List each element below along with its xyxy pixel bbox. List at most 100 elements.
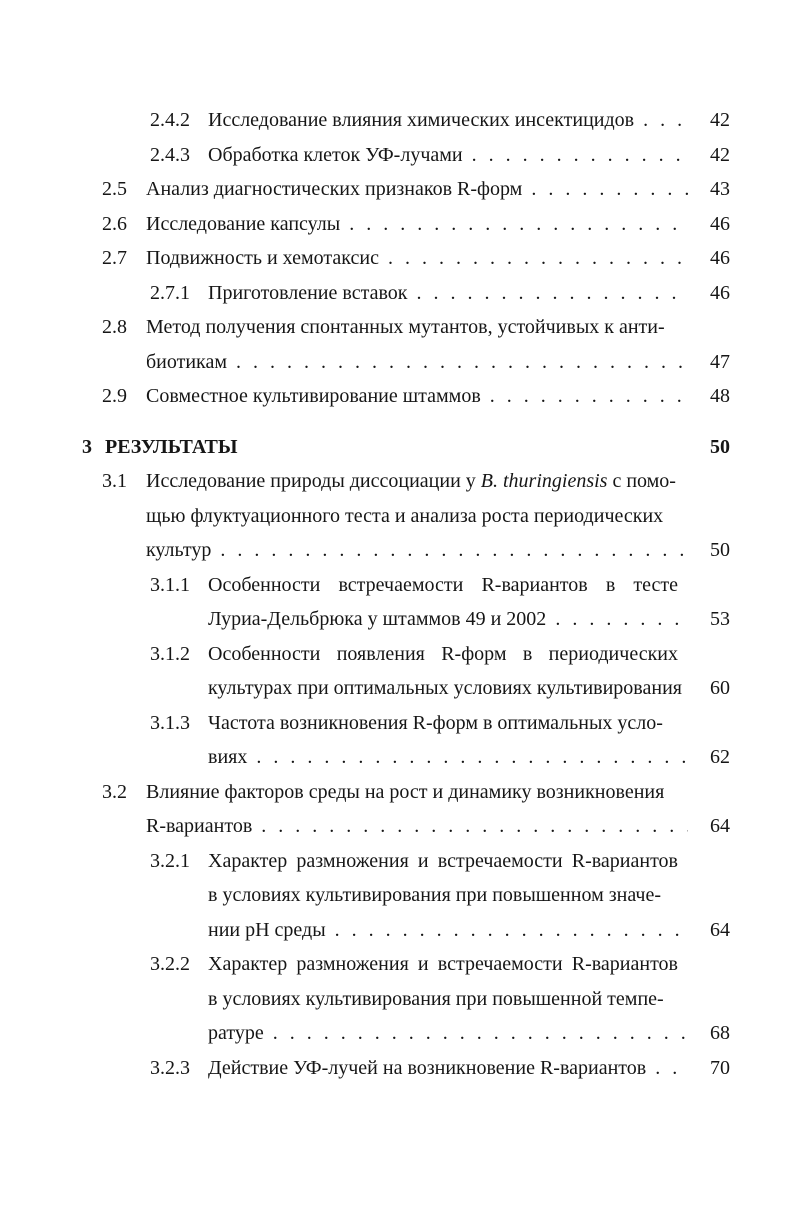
toc-entry-title: нии pH среды: [208, 918, 326, 941]
toc-entry-title: биотикам: [146, 350, 228, 373]
toc-entry-title: щью флуктуационного теста и анализа рост…: [146, 504, 664, 527]
toc-row: 3.2 Влияние факторов среды на рост и дина…: [0, 775, 798, 810]
toc-entry-number: 2.4.2: [150, 109, 190, 131]
toc-row: культурах при оптимальных условиях культ…: [0, 671, 798, 706]
toc-entry-title-part: с помо-: [607, 470, 676, 492]
toc-entry-title: в условиях культивирования при повышенно…: [208, 987, 664, 1010]
toc-page-number: 43: [710, 178, 730, 200]
toc-page-number: 68: [710, 1022, 730, 1044]
toc-entry-title: Анализ диагностических признаков R-форм: [146, 178, 523, 200]
toc-row: 3 РЕЗУЛЬТАТЫ 50: [0, 430, 798, 465]
toc-row: нии pH среды . . . . . . . . . . . . . . …: [0, 913, 798, 948]
toc-entry-number: 2.7: [102, 247, 127, 269]
toc-entry-title: Приготовление вставок: [208, 281, 408, 304]
toc-entry-number: 3.1.3: [150, 711, 190, 734]
toc-page-number: 70: [710, 1056, 730, 1079]
toc-leader-dots: . . . . . . . . . . . . . . . . . . . . …: [256, 746, 688, 768]
toc-leader-dots: . . . . . . . . . . . . . . . . . . . . …: [387, 247, 688, 269]
toc-row: ратуре . . . . . . . . . . . . . . . . . …: [0, 1016, 798, 1051]
toc-leader-dots: . . . . . . . . . . . . . . . . . . . . …: [555, 608, 688, 630]
toc-row: культур . . . . . . . . . . . . . . . . .…: [0, 533, 798, 568]
toc-page-number: 50: [710, 539, 730, 561]
toc-entry-title: культур: [146, 539, 212, 561]
toc-leader-dots: . . . . . . . . . . . . . . . . . . . . …: [655, 1056, 688, 1079]
toc-row: в условиях культивирования при повышенно…: [0, 982, 798, 1017]
toc-entry-title-italic: B. thuringiensis: [480, 470, 608, 492]
toc-leader-dots: . . . . . . . . . . . . . . . . . . . . …: [416, 281, 688, 304]
toc-entry-title: Подвижность и хемотаксис: [146, 247, 379, 269]
toc-leader-dots: . . . . . . . . . . . . . . . . . . . . …: [334, 918, 688, 941]
toc-row: 2.8 Метод получения спонтанных мутантов, …: [0, 310, 798, 345]
toc-entry-number: 3.2.3: [150, 1056, 190, 1079]
toc-entry-number: 3.2: [102, 780, 127, 803]
toc-entry-number: 3.1: [102, 470, 127, 492]
toc-row: биотикам . . . . . . . . . . . . . . . . …: [0, 345, 798, 380]
toc-entry-title: Влияние факторов среды на рост и динамик…: [146, 780, 665, 803]
toc-row: 3.2.2 Характер размножения и встречаемост…: [0, 947, 798, 982]
toc-row: щью флуктуационного теста и анализа рост…: [0, 499, 798, 534]
toc-entry-number: 2.4.3: [150, 143, 190, 166]
toc-entry-number: 3.1.1: [150, 573, 190, 596]
toc-leader-dots: . . . . . . . . . . . . . . . . . . . . …: [349, 212, 688, 235]
toc-page-number: 46: [710, 281, 730, 304]
toc-row: 2.4.3 Обработка клеток УФ-лучами . . . . .…: [0, 138, 798, 173]
toc-page-number: 46: [710, 212, 730, 235]
toc-entry-number: 2.7.1: [150, 281, 190, 304]
toc-entry-title: Частота возникновения R-форм в оптимальн…: [208, 711, 663, 734]
toc-entry-number: 2.6: [102, 212, 127, 235]
toc-entry-title: Особенности появления R-форм в периодиче…: [208, 642, 678, 665]
toc-page-number: 50: [710, 435, 730, 458]
toc-row: в условиях культивирования при повышенно…: [0, 878, 798, 913]
toc-page-number: 60: [710, 677, 730, 699]
toc-entry-number: 2.9: [102, 385, 127, 407]
toc-row: 2.7.1 Приготовление вставок . . . . . . . …: [0, 276, 798, 311]
toc-page-number: 64: [710, 918, 730, 941]
toc-leader-dots: . . . . . . . . . . . . . . . . . . . . …: [261, 815, 688, 837]
toc-leader-dots: . . . . . . . . . . . . . . . . . . . . …: [272, 1022, 688, 1044]
toc-page-number: 42: [710, 143, 730, 166]
toc-row: 3.2.1 Характер размножения и встречаемост…: [0, 844, 798, 879]
toc-entry-number: 2.8: [102, 316, 127, 338]
toc-entry-title: виях: [208, 746, 248, 768]
toc-entry-title: Исследование капсулы: [146, 212, 341, 235]
toc-page-number: 53: [710, 608, 730, 630]
toc-page-number: 64: [710, 815, 730, 837]
toc-row: 3.1.1 Особенности встречаемости R-вариант…: [0, 568, 798, 603]
toc-row: 2.4.2 Исследование влияния химических инс…: [0, 103, 798, 138]
toc-row: R-вариантов . . . . . . . . . . . . . . .…: [0, 809, 798, 844]
toc-page-number: 62: [710, 746, 730, 768]
table-of-contents: 2.4.2 Исследование влияния химических инс…: [0, 103, 798, 1085]
toc-entry-title: Характер размножения и встречаемости R-в…: [208, 849, 678, 872]
toc-entry-title: Обработка клеток УФ-лучами: [208, 143, 463, 166]
toc-entry-title: R-вариантов: [146, 815, 253, 837]
toc-leader-dots: . . . . . . . . . . . . . . . . . . . . …: [236, 350, 688, 373]
toc-entry-number: 3: [82, 435, 92, 458]
toc-row: виях . . . . . . . . . . . . . . . . . . …: [0, 740, 798, 775]
toc-entry-title: РЕЗУЛЬТАТЫ: [105, 435, 238, 458]
toc-entry-title: культурах при оптимальных условиях культ…: [208, 677, 682, 699]
toc-entry-title: Особенности встречаемости R-вариантов в …: [208, 573, 678, 596]
toc-entry-number: 2.5: [102, 178, 127, 200]
toc-entry-title: Луриа-Дельбрюка у штаммов 49 и 2002: [208, 608, 547, 630]
toc-entry-number: 3.2.1: [150, 849, 190, 872]
toc-leader-dots: . . . . . . . . . . . . . . . . . . . . …: [471, 143, 688, 166]
toc-entry-title: Метод получения спонтанных мутантов, уст…: [146, 316, 665, 338]
toc-row: 3.1 Исследование природы диссоциации у B.…: [0, 464, 798, 499]
toc-page-number: 42: [710, 109, 730, 131]
toc-row: 2.9 Совместное культивирование штаммов . .…: [0, 379, 798, 414]
toc-page-number: 47: [710, 350, 730, 373]
toc-page-number: 48: [710, 385, 730, 407]
toc-row: Луриа-Дельбрюка у штаммов 49 и 2002 . . .…: [0, 602, 798, 637]
toc-entry-number: 3.1.2: [150, 642, 190, 665]
toc-leader-dots: . . . . . . . . . . . . . . . . . . . . …: [220, 539, 688, 561]
toc-page-number: 46: [710, 247, 730, 269]
toc-row: 3.1.2 Особенности появления R-форм в пери…: [0, 637, 798, 672]
toc-entry-title: Действие УФ-лучей на возникновение R-вар…: [208, 1056, 647, 1079]
toc-leader-dots: . . . . . . . . . . . . . . . . . . . . …: [489, 385, 688, 407]
toc-row: 2.7 Подвижность и хемотаксис . . . . . . .…: [0, 241, 798, 276]
toc-entry-title: Исследование природы диссоциации у B. th…: [146, 464, 676, 499]
toc-leader-dots: . . . . . . . . . . . . . . . . . . . . …: [643, 109, 688, 131]
toc-entry-title-part: Исследование природы диссоциации у: [146, 470, 481, 492]
toc-row: 3.1.3 Частота возникновения R-форм в опти…: [0, 706, 798, 741]
